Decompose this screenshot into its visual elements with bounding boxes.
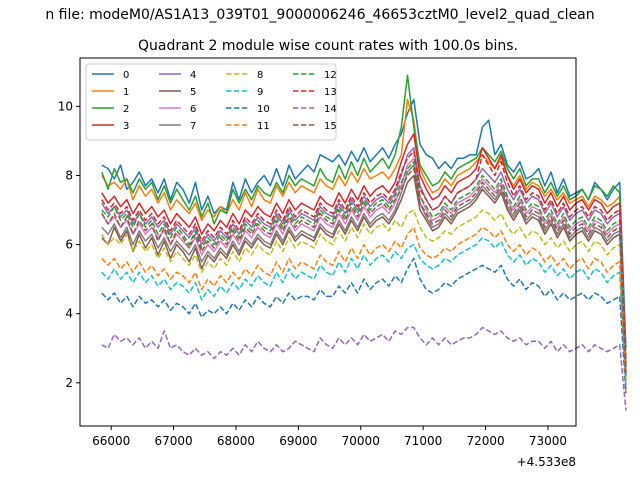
legend-frame [85,63,337,141]
series-line-2 [101,74,627,363]
series-line-14 [101,326,627,411]
series-line-1 [101,98,627,394]
y-tick-label: 2 [65,376,73,390]
x-tick-label: 71000 [404,434,442,448]
series-line-8 [101,209,627,380]
x-tick-label: 70000 [342,434,380,448]
plot-area [101,74,627,411]
series-line-3 [101,133,627,366]
x-tick-label: 66000 [92,434,130,448]
legend-label-11: 11 [257,121,270,132]
series-line-12 [101,160,627,373]
figure-suptitle: n file: modeM0/AS1A13_039T01_9000006246_… [45,7,594,23]
legend-label-13: 13 [324,87,337,98]
x-tick-label: 72000 [466,434,504,448]
series-line-13 [101,150,627,370]
legend-label-3: 3 [123,121,129,132]
plot-frame [79,57,577,427]
legend-label-5: 5 [190,87,196,98]
legend-label-9: 9 [257,87,263,98]
legend-label-1: 1 [123,87,129,98]
y-tick-label: 8 [65,168,73,182]
x-tick-label: 68000 [217,434,255,448]
legend-label-15: 15 [324,121,337,132]
legend-label-14: 14 [324,104,337,115]
series-line-9 [101,236,627,387]
series-line-4 [101,147,627,370]
legend-label-7: 7 [190,121,196,132]
chart-title: Quadrant 2 module wise count rates with … [138,38,518,54]
series-line-7 [101,164,627,376]
legend-label-2: 2 [123,104,129,115]
legend-label-8: 8 [257,70,263,81]
series-line-6 [101,157,627,373]
x-tick-label: 73000 [529,434,567,448]
y-tick-label: 4 [65,307,73,321]
y-axis: 2 4 6 8 10 [58,99,80,390]
x-tick-label: 69000 [279,434,317,448]
x-axis: 66000 67000 68000 69000 70000 71000 72000 73000 [92,426,567,448]
legend-label-0: 0 [123,70,129,81]
series-line-0 [101,98,627,349]
y-tick-label: 10 [58,99,73,113]
y-tick-label: 6 [65,238,73,252]
legend-label-4: 4 [190,70,196,81]
series-line-15 [101,167,627,376]
series-line-11 [101,226,627,383]
x-tick-label: 67000 [154,434,192,448]
legend-label-12: 12 [324,70,337,81]
legend-label-10: 10 [257,104,270,115]
legend-label-6: 6 [190,104,196,115]
x-axis-offset-label: +4.533e8 [517,455,576,469]
series-line-10 [101,257,627,394]
series-line-5 [101,174,627,376]
